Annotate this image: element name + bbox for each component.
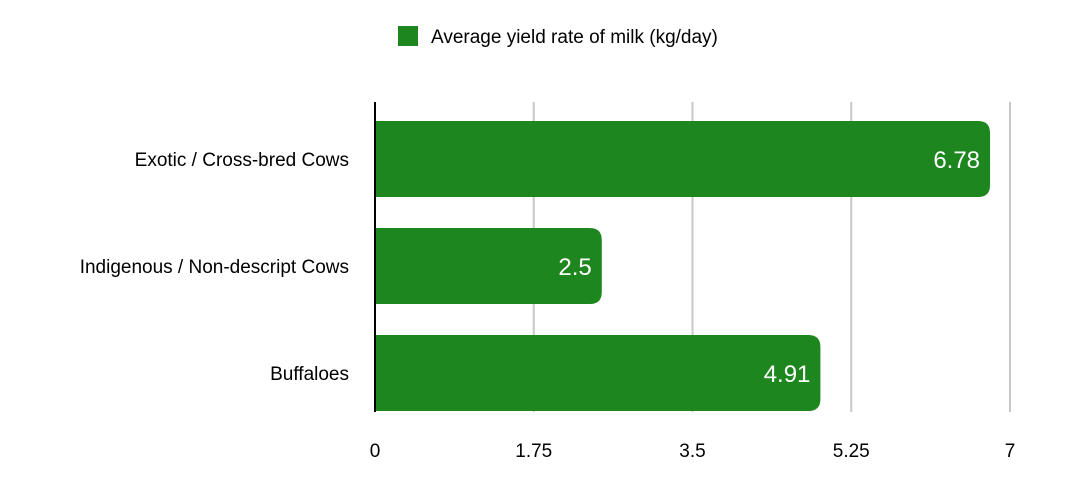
legend-swatch: [398, 26, 418, 46]
category-label: Buffaloes: [270, 364, 349, 385]
bar: [375, 228, 602, 304]
bar-value-label: 4.91: [764, 361, 811, 388]
legend-label: Average yield rate of milk (kg/day): [431, 27, 718, 48]
bar-value-label: 2.5: [558, 254, 591, 281]
x-tick-label: 5.25: [833, 441, 870, 462]
category-label: Exotic / Cross-bred Cows: [135, 150, 349, 171]
x-tick-label: 0: [370, 441, 381, 462]
bar: [375, 121, 991, 197]
bar-value-label: 6.78: [933, 147, 980, 174]
category-label: Indigenous / Non-descript Cows: [80, 257, 349, 278]
x-tick-label: 7: [1005, 441, 1016, 462]
x-tick-label: 3.5: [679, 441, 705, 462]
x-tick-labels: 0 1.75 3.5 5.25 7: [370, 441, 1016, 462]
bars: 6.78 2.5 4.91: [375, 121, 991, 411]
legend: Average yield rate of milk (kg/day): [398, 26, 718, 48]
category-labels: Exotic / Cross-bred Cows Indigenous / Non…: [80, 150, 349, 385]
x-tick-label: 1.75: [515, 441, 552, 462]
bar: [375, 335, 821, 411]
